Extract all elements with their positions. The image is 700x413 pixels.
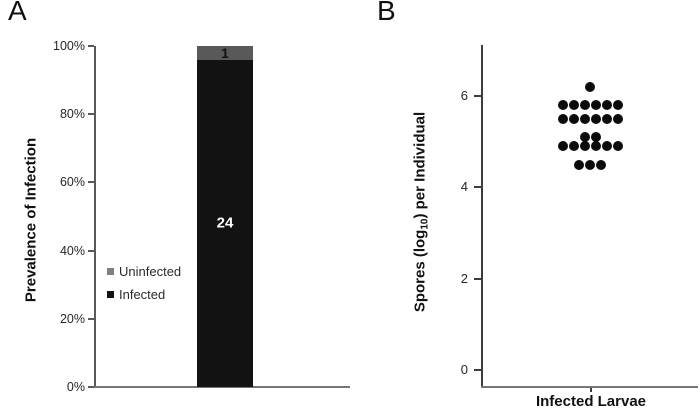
legend-label: Infected: [119, 287, 166, 302]
data-point: [557, 141, 568, 152]
data-point: [579, 100, 590, 111]
data-point: [579, 113, 590, 124]
panel-b-y-axis-line: [481, 45, 483, 387]
data-point: [557, 113, 568, 124]
data-point: [579, 141, 590, 152]
data-point: [574, 159, 584, 170]
data-point: [590, 113, 601, 124]
y-tick-label: 2: [460, 270, 468, 286]
data-point: [601, 141, 612, 152]
y-tick-label: 100%: [53, 39, 85, 53]
data-point: [612, 113, 623, 124]
bar-segment-count-label: 1: [221, 44, 229, 61]
panel-b-x-tick: [590, 388, 592, 392]
panel-a-x-axis-line: [94, 386, 350, 388]
stacked-bar: 1 24: [197, 44, 253, 387]
y-tick: [474, 186, 481, 189]
panel-a-y-axis-line: [94, 46, 96, 387]
uninfected-marker-icon: [107, 268, 114, 275]
y-tick-label: 40%: [59, 243, 85, 258]
data-point: [579, 132, 590, 143]
data-point: [568, 141, 579, 152]
y-tick: [88, 181, 94, 184]
data-point: [601, 113, 612, 124]
y-tick: [474, 277, 481, 280]
legend-label: Uninfected: [119, 264, 182, 279]
data-point: [612, 141, 623, 152]
data-point: [590, 132, 601, 143]
legend-item-uninfected: Uninfected: [107, 260, 181, 283]
y-tick-label: 80%: [59, 107, 85, 122]
data-point: [585, 81, 595, 92]
y-tick: [88, 386, 94, 388]
y-tick: [88, 317, 94, 320]
panel-a-y-axis-title: Prevalence of Infection: [22, 137, 40, 303]
y-tick: [88, 45, 94, 47]
panel-b-y-axis-title: Spores (log10) per Individual: [411, 111, 431, 313]
y-tick-label: 60%: [59, 175, 85, 190]
data-point: [590, 100, 601, 111]
y-tick-label: 4: [460, 179, 468, 195]
infected-marker-icon: [107, 291, 114, 298]
panel-a-label: A: [8, 0, 27, 26]
panel-b-x-axis-title: Infected Larvae: [535, 393, 647, 410]
data-point: [585, 159, 595, 170]
y-tick: [88, 249, 94, 252]
data-point: [557, 100, 568, 111]
legend: Uninfected Infected: [107, 260, 181, 306]
data-point: [612, 100, 623, 111]
y-tick-label: 6: [460, 88, 468, 103]
bar-segment-uninfected: 1: [197, 44, 253, 61]
bar-segment-infected: 24: [197, 59, 253, 387]
y-tick-label: 0%: [66, 380, 85, 394]
panel-b-label: B: [377, 0, 396, 26]
legend-item-infected: Infected: [107, 283, 181, 306]
data-point: [568, 100, 579, 111]
y-tick: [474, 369, 481, 371]
y-tick-label: 0: [460, 362, 468, 377]
y-tick-label: 20%: [59, 311, 85, 326]
y-tick: [474, 95, 481, 97]
data-point: [596, 159, 606, 170]
data-point: [590, 141, 601, 152]
panel-b-x-axis-line: [481, 386, 698, 388]
data-point: [568, 113, 579, 124]
bar-segment-count-label: 24: [216, 214, 234, 232]
y-tick: [88, 113, 94, 116]
data-point: [601, 100, 612, 111]
